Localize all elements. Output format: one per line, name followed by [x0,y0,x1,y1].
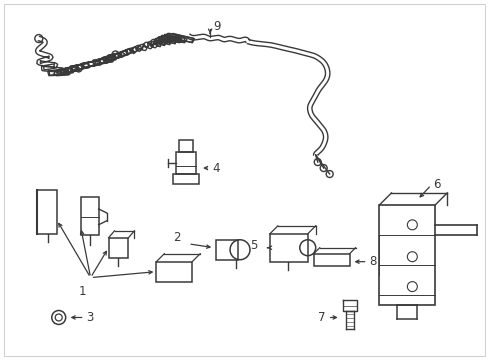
Text: 2: 2 [172,231,180,244]
Text: 8: 8 [369,255,376,268]
Text: 4: 4 [212,162,219,175]
Bar [81,197,99,235]
Bar [216,240,238,260]
Bar [176,152,196,174]
Text: 7: 7 [318,311,325,324]
Bar [173,174,199,184]
Text: 6: 6 [432,179,440,192]
Bar [179,140,193,152]
Text: 1: 1 [79,285,86,298]
Text: 9: 9 [213,20,220,33]
Bar [37,190,57,234]
Bar [269,234,307,262]
Bar [108,238,128,258]
Bar [313,254,349,266]
Bar [156,262,192,282]
Text: 5: 5 [250,239,258,252]
Text: 3: 3 [86,311,94,324]
Bar [379,205,434,305]
